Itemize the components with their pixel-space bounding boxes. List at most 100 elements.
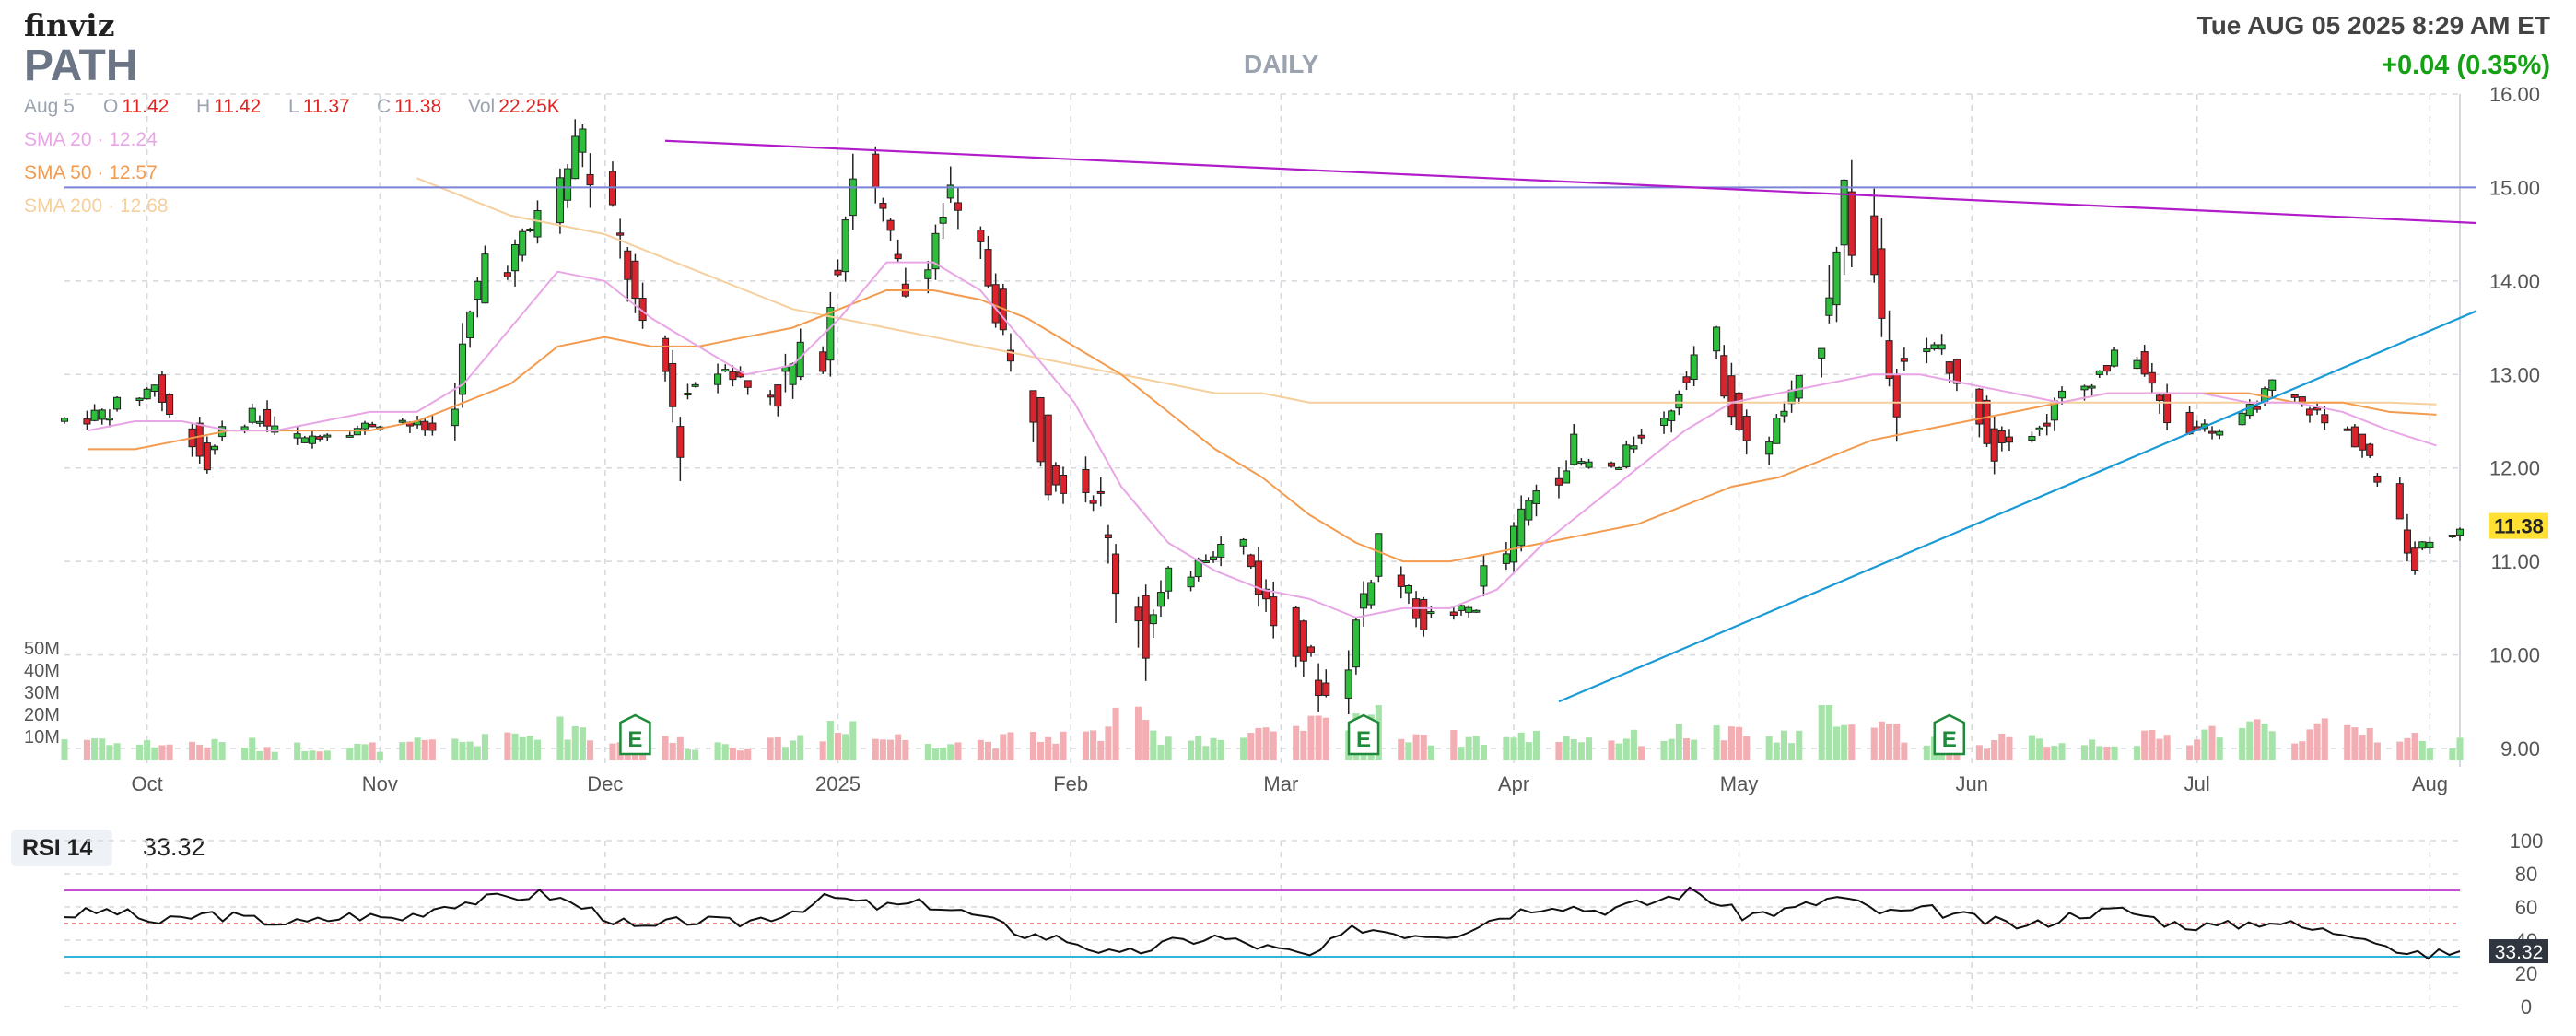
volume-bar (474, 746, 481, 760)
candle-up (924, 269, 932, 279)
volume-tick-label: 10M (24, 727, 60, 748)
volume-bar (151, 747, 158, 760)
candle-down (1742, 416, 1751, 441)
volume-bar (466, 741, 474, 760)
candle-down (2043, 422, 2051, 427)
volume-bar (2043, 747, 2051, 760)
candle-up (721, 369, 730, 372)
candle-up (1510, 525, 1518, 563)
candle-up (1923, 348, 1931, 353)
volume-bar (834, 732, 842, 760)
candle-up (519, 230, 527, 256)
volume-bar (211, 738, 218, 760)
candle-up (1563, 470, 1571, 484)
candle-up (1427, 611, 1435, 615)
volume-bar (218, 741, 226, 760)
candle-down (1945, 361, 1953, 374)
volume-bar (977, 739, 984, 760)
volume-bar (2089, 739, 2096, 760)
volume-bar (2268, 731, 2276, 760)
volume-bar (526, 736, 533, 760)
candle-up (2455, 528, 2465, 536)
volume-bar (1720, 740, 1727, 760)
earnings-badge (1347, 713, 1380, 756)
candle-down (1104, 534, 1112, 539)
candle-down (503, 272, 511, 277)
volume-bar (2351, 727, 2359, 760)
candle-up (398, 419, 406, 423)
candle-up (474, 280, 482, 300)
candle-up (255, 420, 263, 424)
volume-bar (2246, 721, 2254, 760)
volume-bar (1586, 737, 1593, 760)
candle-up (451, 408, 459, 427)
volume-bar (1060, 731, 1067, 760)
candle-down (1029, 390, 1037, 423)
candle-up (2418, 541, 2427, 549)
ohlc-volume: Vol 22.25K (468, 96, 560, 117)
volume-bar (2418, 740, 2426, 760)
volume-bar (1555, 741, 1563, 760)
volume-bars (61, 705, 2464, 760)
volume-bar (1262, 727, 1270, 760)
candle-up (1472, 609, 1481, 613)
volume-bar (790, 740, 797, 760)
volume-bar (361, 744, 369, 760)
candlesticks (60, 119, 2465, 715)
candle-up (1825, 297, 1833, 316)
candle-up (1773, 418, 1781, 444)
volume-bar (2404, 737, 2411, 760)
candle-down (1990, 428, 1998, 462)
candle-up (1359, 593, 1368, 609)
candle-down (2305, 408, 2314, 416)
volume-bar (2036, 738, 2043, 760)
candle-down (195, 422, 204, 457)
volume-bar (61, 739, 68, 760)
candle-up (1457, 605, 1466, 611)
volume-bar (1713, 725, 1720, 760)
downtrend-line (664, 139, 2477, 225)
candle-up (1217, 543, 1225, 558)
volume-bar (1405, 742, 1412, 760)
volume-bar (1195, 736, 1202, 760)
volume-bar (1134, 706, 1142, 760)
volume-bar (481, 734, 488, 760)
earnings-badge (1933, 713, 1966, 756)
candle-down (1254, 560, 1262, 595)
candle-down (2140, 351, 2149, 375)
candle-up (1585, 461, 1593, 468)
sma50-legend: SMA 50 · 12.57 (24, 162, 158, 183)
volume-bar (767, 737, 774, 760)
volume-bar (2051, 746, 2058, 760)
volume-bar (2321, 718, 2328, 760)
x-tick-label: Jul (2184, 772, 2210, 795)
candle-up (579, 128, 587, 153)
candle-up (300, 437, 309, 443)
candle-down (2163, 393, 2172, 424)
rsi-label-box[interactable]: RSI 14 (11, 830, 112, 866)
candle-up (826, 307, 835, 361)
volume-bar (887, 739, 895, 760)
volume-bar (692, 749, 699, 760)
volume-bar (1796, 730, 1803, 760)
ohlc-low: L 11.37 (288, 96, 350, 117)
candle-up (360, 422, 369, 430)
volume-bar (354, 743, 361, 760)
volume-bar (1097, 740, 1105, 760)
finviz-logo[interactable]: finviz (24, 7, 115, 43)
candle-down (894, 253, 902, 260)
candle-down (1952, 359, 1961, 384)
volume-bar (1293, 725, 1300, 760)
candle-down (616, 232, 625, 236)
candle-up (946, 184, 954, 199)
volume-bar (947, 744, 954, 760)
candle-up (1404, 585, 1412, 594)
candle-down (2155, 394, 2164, 401)
candle-down (1044, 414, 1052, 496)
candle-down (2005, 436, 2014, 443)
volume-bar (421, 739, 428, 760)
candle-down (1420, 598, 1428, 630)
candle-down (1051, 465, 1060, 486)
volume-tick-label: 30M (24, 683, 60, 703)
